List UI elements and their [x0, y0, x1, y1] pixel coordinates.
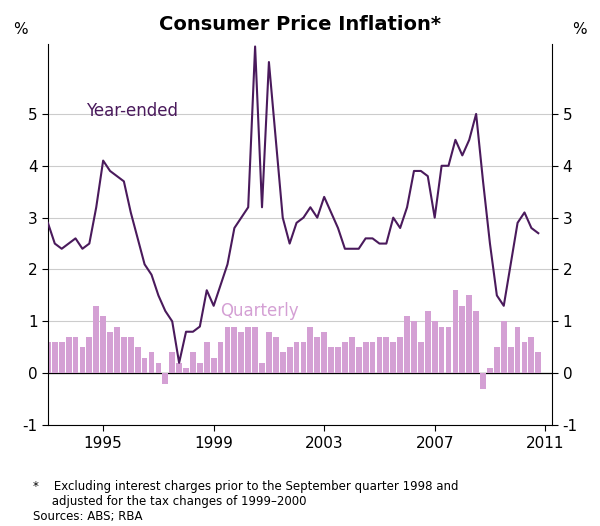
Text: %: % [572, 22, 587, 37]
Bar [293, 342, 299, 373]
Bar [52, 342, 58, 373]
Bar [80, 347, 85, 373]
Bar [370, 342, 376, 373]
Bar [335, 347, 341, 373]
Bar [307, 327, 313, 373]
Bar [232, 327, 237, 373]
Bar [529, 337, 534, 373]
Bar [224, 327, 230, 373]
Text: %: % [13, 22, 28, 37]
Bar [211, 358, 217, 373]
Bar [515, 327, 520, 373]
Bar [349, 337, 355, 373]
Bar [266, 332, 272, 373]
Bar [356, 347, 362, 373]
Bar [142, 358, 148, 373]
Bar [342, 342, 348, 373]
Title: Consumer Price Inflation*: Consumer Price Inflation* [159, 15, 441, 34]
Text: *    Excluding interest charges prior to the September quarter 1998 and
     adj: * Excluding interest charges prior to th… [33, 480, 458, 523]
Bar [183, 368, 189, 373]
Bar [149, 352, 154, 373]
Bar [508, 347, 514, 373]
Bar [473, 311, 479, 373]
Bar [377, 337, 382, 373]
Bar [218, 342, 223, 373]
Bar [487, 368, 493, 373]
Bar [238, 332, 244, 373]
Bar [86, 337, 92, 373]
Bar [128, 337, 134, 373]
Bar [155, 363, 161, 373]
Bar [176, 363, 182, 373]
Bar [204, 342, 209, 373]
Bar [252, 327, 258, 373]
Bar [107, 332, 113, 373]
Bar [460, 306, 465, 373]
Bar [432, 321, 437, 373]
Bar [404, 316, 410, 373]
Bar [59, 342, 65, 373]
Bar [321, 332, 327, 373]
Bar [114, 327, 120, 373]
Bar [121, 337, 127, 373]
Bar [363, 342, 368, 373]
Bar [397, 337, 403, 373]
Bar [383, 337, 389, 373]
Bar [301, 342, 307, 373]
Bar [66, 337, 71, 373]
Bar [190, 352, 196, 373]
Bar [439, 327, 445, 373]
Bar [425, 311, 431, 373]
Bar [94, 306, 99, 373]
Bar [259, 363, 265, 373]
Bar [418, 342, 424, 373]
Bar [100, 316, 106, 373]
Bar [446, 327, 451, 373]
Bar [521, 342, 527, 373]
Bar [135, 347, 140, 373]
Bar [466, 296, 472, 373]
Bar [411, 321, 417, 373]
Bar [169, 352, 175, 373]
Bar [501, 321, 506, 373]
Bar [245, 327, 251, 373]
Bar [197, 363, 203, 373]
Bar [480, 373, 486, 389]
Text: Quarterly: Quarterly [220, 302, 299, 320]
Bar [535, 352, 541, 373]
Bar [391, 342, 396, 373]
Bar [273, 337, 279, 373]
Bar [314, 337, 320, 373]
Bar [452, 290, 458, 373]
Text: Year-ended: Year-ended [86, 102, 178, 119]
Bar [280, 352, 286, 373]
Bar [494, 347, 500, 373]
Bar [45, 342, 51, 373]
Bar [163, 373, 168, 383]
Bar [287, 347, 293, 373]
Bar [328, 347, 334, 373]
Bar [73, 337, 79, 373]
